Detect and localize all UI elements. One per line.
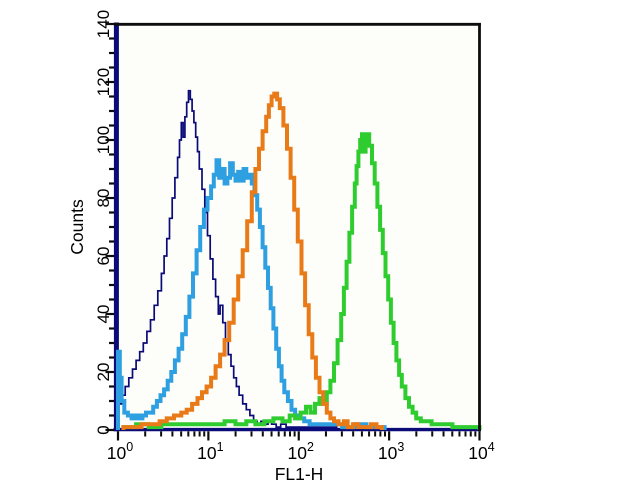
histogram-curve-orange bbox=[121, 91, 384, 430]
histogram-curve-light-blue bbox=[116, 158, 387, 430]
x-tick-label: 102 bbox=[288, 440, 314, 463]
x-tick-label: 103 bbox=[378, 440, 404, 463]
x-tick-label: 101 bbox=[197, 440, 223, 463]
y-tick-label: 40 bbox=[94, 305, 113, 324]
x-tick-label: 104 bbox=[468, 440, 494, 463]
histogram-curve-green bbox=[121, 132, 482, 430]
y-axis-title: Counts bbox=[67, 199, 87, 255]
x-tick-label: 100 bbox=[107, 440, 133, 463]
y-tick-label: 120 bbox=[94, 68, 113, 96]
y-tick-label: 0 bbox=[94, 425, 113, 434]
y-tick-label: 60 bbox=[94, 247, 113, 266]
y-tick-label: 140 bbox=[94, 10, 113, 38]
x-axis-title: FL1-H bbox=[275, 464, 324, 484]
y-tick-label: 80 bbox=[94, 189, 113, 208]
y-tick-label: 20 bbox=[94, 363, 113, 382]
y-tick-label: 100 bbox=[94, 126, 113, 154]
